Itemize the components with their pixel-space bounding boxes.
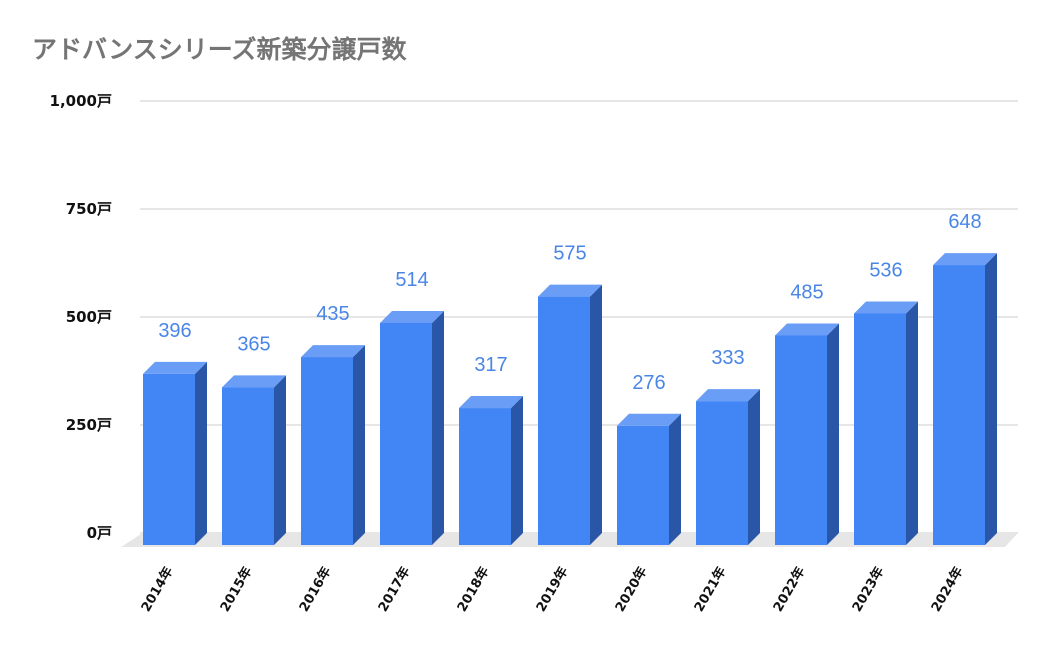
x-tick-label: 2024年 — [928, 564, 966, 615]
y-tick-label: 1,000戸 — [50, 92, 112, 110]
bar-top — [617, 413, 681, 426]
y-axis-ticks: 0戸 250戸 500戸 750戸 1,000戸 — [50, 92, 112, 542]
y-tick-label: 0戸 — [87, 524, 112, 542]
bar-top — [538, 284, 602, 297]
bar-top — [143, 361, 207, 374]
x-tick-label: 2016年 — [296, 564, 334, 615]
bar-front — [933, 265, 985, 545]
x-tick-label: 2018年 — [454, 564, 492, 615]
bar-side — [827, 323, 839, 545]
x-tick-label: 2014年 — [138, 564, 176, 615]
bar-front — [617, 425, 669, 545]
bar-top — [933, 253, 997, 266]
bar-top — [775, 323, 839, 336]
x-tick-label: 2021年 — [691, 564, 729, 615]
bar-front — [143, 373, 195, 545]
data-labels: 396 365 435 514 317 575 276 333 485 536 648 — [158, 211, 981, 394]
chart-title: アドバンスシリーズ新築分譲戸数 — [32, 35, 407, 64]
y-tick-label: 500戸 — [66, 308, 112, 326]
data-label: 536 — [869, 259, 902, 281]
x-tick-label: 2022年 — [770, 564, 808, 615]
bar — [301, 345, 365, 545]
bar-front — [538, 296, 590, 545]
x-tick-label: 2017年 — [375, 564, 413, 615]
x-tick-label: 2020年 — [612, 564, 650, 615]
bar-side — [748, 389, 760, 545]
x-axis-ticks: 2014年 2015年 2016年 2017年 2018年 2019年 2020年 2021年… — [138, 564, 966, 615]
data-label: 317 — [474, 354, 507, 376]
bar — [222, 375, 286, 545]
bar-side — [906, 301, 918, 545]
data-label: 514 — [395, 269, 428, 291]
bar — [854, 301, 918, 545]
bar-side — [669, 413, 681, 545]
bar — [380, 310, 444, 545]
data-label: 276 — [632, 372, 665, 394]
data-label: 365 — [237, 333, 270, 355]
bar — [775, 323, 839, 545]
x-tick-label: 2023年 — [849, 564, 887, 615]
bar-top — [380, 310, 444, 323]
bar-front — [459, 408, 511, 545]
bar-front — [222, 387, 274, 545]
bar-side — [432, 310, 444, 545]
data-label: 435 — [316, 303, 349, 325]
bar-side — [985, 253, 997, 545]
bar — [143, 361, 207, 545]
bar-side — [353, 345, 365, 545]
bar-front — [380, 322, 432, 545]
bar — [933, 253, 997, 545]
data-label: 396 — [158, 320, 191, 342]
data-label: 575 — [553, 243, 586, 265]
data-label: 333 — [711, 347, 744, 369]
x-tick-label: 2015年 — [217, 564, 255, 615]
bar-top — [854, 301, 918, 314]
y-tick-label: 750戸 — [66, 200, 112, 218]
bar-side — [590, 284, 602, 545]
bar-front — [854, 313, 906, 545]
data-label: 485 — [790, 281, 823, 303]
bar-front — [696, 401, 748, 545]
bar-front — [775, 335, 827, 545]
bars — [143, 253, 997, 545]
bar — [617, 413, 681, 545]
bar-top — [301, 345, 365, 358]
y-tick-label: 250戸 — [66, 416, 112, 434]
bar — [459, 396, 523, 545]
bar-top — [459, 396, 523, 409]
bar-side — [511, 396, 523, 545]
bar — [538, 284, 602, 545]
bar-side — [195, 361, 207, 545]
data-label: 648 — [948, 211, 981, 233]
bar-front — [301, 357, 353, 545]
bar-top — [696, 389, 760, 402]
bar — [696, 389, 760, 545]
bar-side — [274, 375, 286, 545]
x-tick-label: 2019年 — [533, 564, 571, 615]
bar-top — [222, 375, 286, 388]
